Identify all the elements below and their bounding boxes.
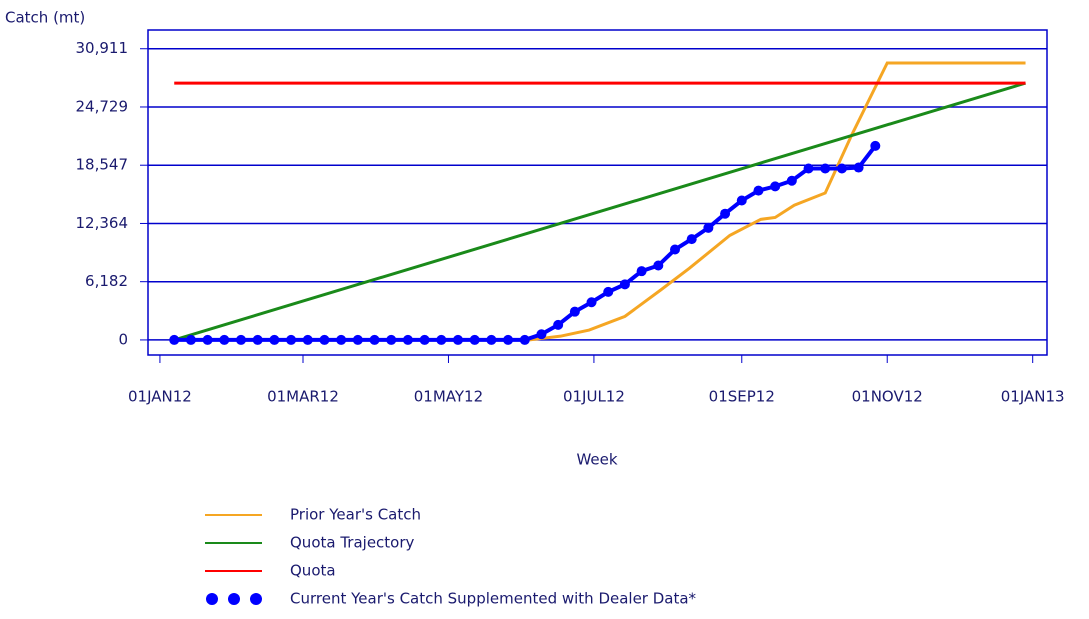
point <box>219 334 230 345</box>
legend-swatch <box>250 593 262 605</box>
point <box>736 195 747 206</box>
point <box>386 334 397 345</box>
point <box>169 334 180 345</box>
point <box>236 334 246 345</box>
point <box>436 334 447 345</box>
point <box>252 334 263 345</box>
x-tick-label: 01SEP12 <box>709 388 775 406</box>
point <box>653 260 664 271</box>
point <box>319 334 330 345</box>
y-axis-title: Catch (mt) <box>5 9 85 27</box>
point <box>703 222 714 233</box>
x-tick-label: 01JAN13 <box>1001 388 1065 406</box>
y-tick-label: 18,547 <box>76 156 129 174</box>
point <box>870 140 881 151</box>
y-tick-label: 30,911 <box>76 39 129 57</box>
point <box>286 334 297 345</box>
point <box>519 334 530 345</box>
point <box>720 208 731 219</box>
y-tick-label: 12,364 <box>76 214 129 232</box>
x-tick-label: 01JAN12 <box>128 388 192 406</box>
plot-frame <box>147 29 1048 356</box>
point <box>352 334 363 345</box>
point <box>453 334 463 345</box>
x-axis-title: Week <box>576 451 617 469</box>
legend-swatch <box>228 593 240 605</box>
point <box>803 163 814 174</box>
point <box>503 334 514 345</box>
legend-label: Quota Trajectory <box>290 534 415 552</box>
point <box>569 306 580 317</box>
series-line <box>529 61 1026 342</box>
point <box>770 181 781 192</box>
legend-label: Prior Year's Catch <box>290 506 421 524</box>
point <box>536 329 547 340</box>
x-tick-label: 01MAR12 <box>267 388 339 406</box>
legend-swatch <box>206 593 218 605</box>
x-tick-label: 01NOV12 <box>852 388 923 406</box>
point <box>402 334 413 345</box>
x-tick-label: 01MAY12 <box>414 388 483 406</box>
point <box>369 334 380 345</box>
point <box>185 334 196 345</box>
legend-label: Quota <box>290 562 336 580</box>
point <box>636 266 647 277</box>
point <box>302 334 313 345</box>
point <box>619 279 630 290</box>
point <box>486 334 497 345</box>
point <box>753 185 764 196</box>
point <box>820 163 831 174</box>
point <box>836 163 847 174</box>
legend-label: Current Year's Catch Supplemented with D… <box>290 590 697 608</box>
point <box>419 334 430 345</box>
x-tick-label: 01JUL12 <box>563 388 625 406</box>
y-tick-label: 24,729 <box>76 97 129 115</box>
point <box>853 162 864 173</box>
point <box>686 234 697 245</box>
point <box>553 319 564 330</box>
point <box>336 334 347 345</box>
point <box>586 297 597 308</box>
point <box>786 175 797 186</box>
series-line <box>174 144 877 342</box>
point <box>469 334 480 345</box>
point <box>202 334 213 345</box>
series-line <box>173 81 1026 342</box>
y-tick-label: 0 <box>118 330 128 348</box>
point <box>670 244 680 255</box>
y-tick-label: 6,182 <box>85 272 128 290</box>
point <box>603 286 614 297</box>
point <box>269 334 280 345</box>
